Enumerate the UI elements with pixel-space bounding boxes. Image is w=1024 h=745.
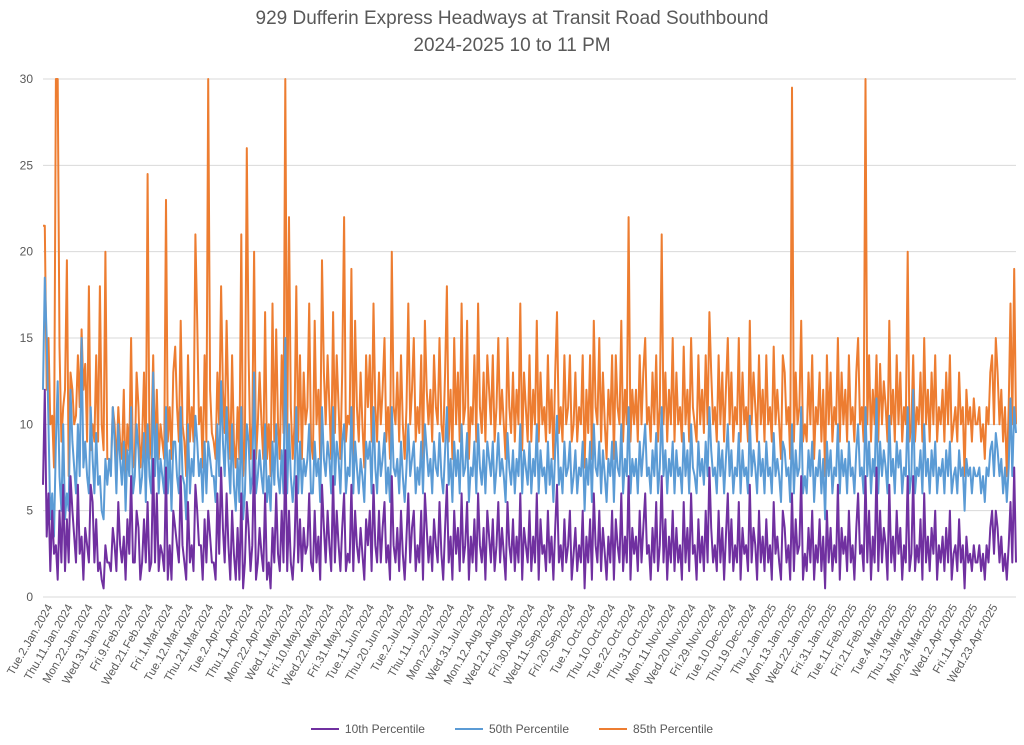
chart-title: 929 Dufferin Express Headways at Transit… bbox=[255, 8, 769, 29]
y-tick-label: 10 bbox=[20, 417, 34, 431]
series-lines bbox=[42, 78, 1017, 590]
legend-label-85th: 85th Percentile bbox=[633, 722, 714, 736]
y-tick-label: 0 bbox=[26, 590, 33, 604]
y-tick-label: 5 bbox=[26, 504, 33, 518]
chart-subtitle: 2024-2025 10 to 11 PM bbox=[413, 35, 611, 56]
series-line-85th-percentile bbox=[43, 78, 1017, 486]
legend-item-85th: 85th Percentile bbox=[599, 722, 713, 736]
y-axis: 0 5 10 15 20 25 30 bbox=[20, 72, 34, 604]
legend: 10th Percentile 50th Percentile 85th Per… bbox=[0, 722, 1024, 736]
legend-swatch-10th bbox=[310, 728, 339, 730]
legend-label-50th: 50th Percentile bbox=[488, 722, 570, 736]
legend-swatch-50th bbox=[454, 728, 483, 730]
series-line-50th-percentile bbox=[42, 276, 1017, 538]
legend-label-10th: 10th Percentile bbox=[344, 722, 425, 736]
y-tick-label: 30 bbox=[20, 72, 34, 86]
y-tick-label: 15 bbox=[20, 331, 34, 345]
legend-swatch-85th bbox=[599, 728, 628, 730]
legend-item-10th: 10th Percentile bbox=[310, 722, 425, 736]
legend-item-50th: 50th Percentile bbox=[454, 722, 570, 736]
y-tick-label: 25 bbox=[20, 158, 34, 172]
series-line-10th-percentile bbox=[42, 388, 1017, 590]
x-axis: Tue.2.Jan.2024Thu.11.Jan.2024Mon.22.Jan.… bbox=[5, 602, 1000, 688]
y-tick-label: 20 bbox=[20, 245, 34, 259]
